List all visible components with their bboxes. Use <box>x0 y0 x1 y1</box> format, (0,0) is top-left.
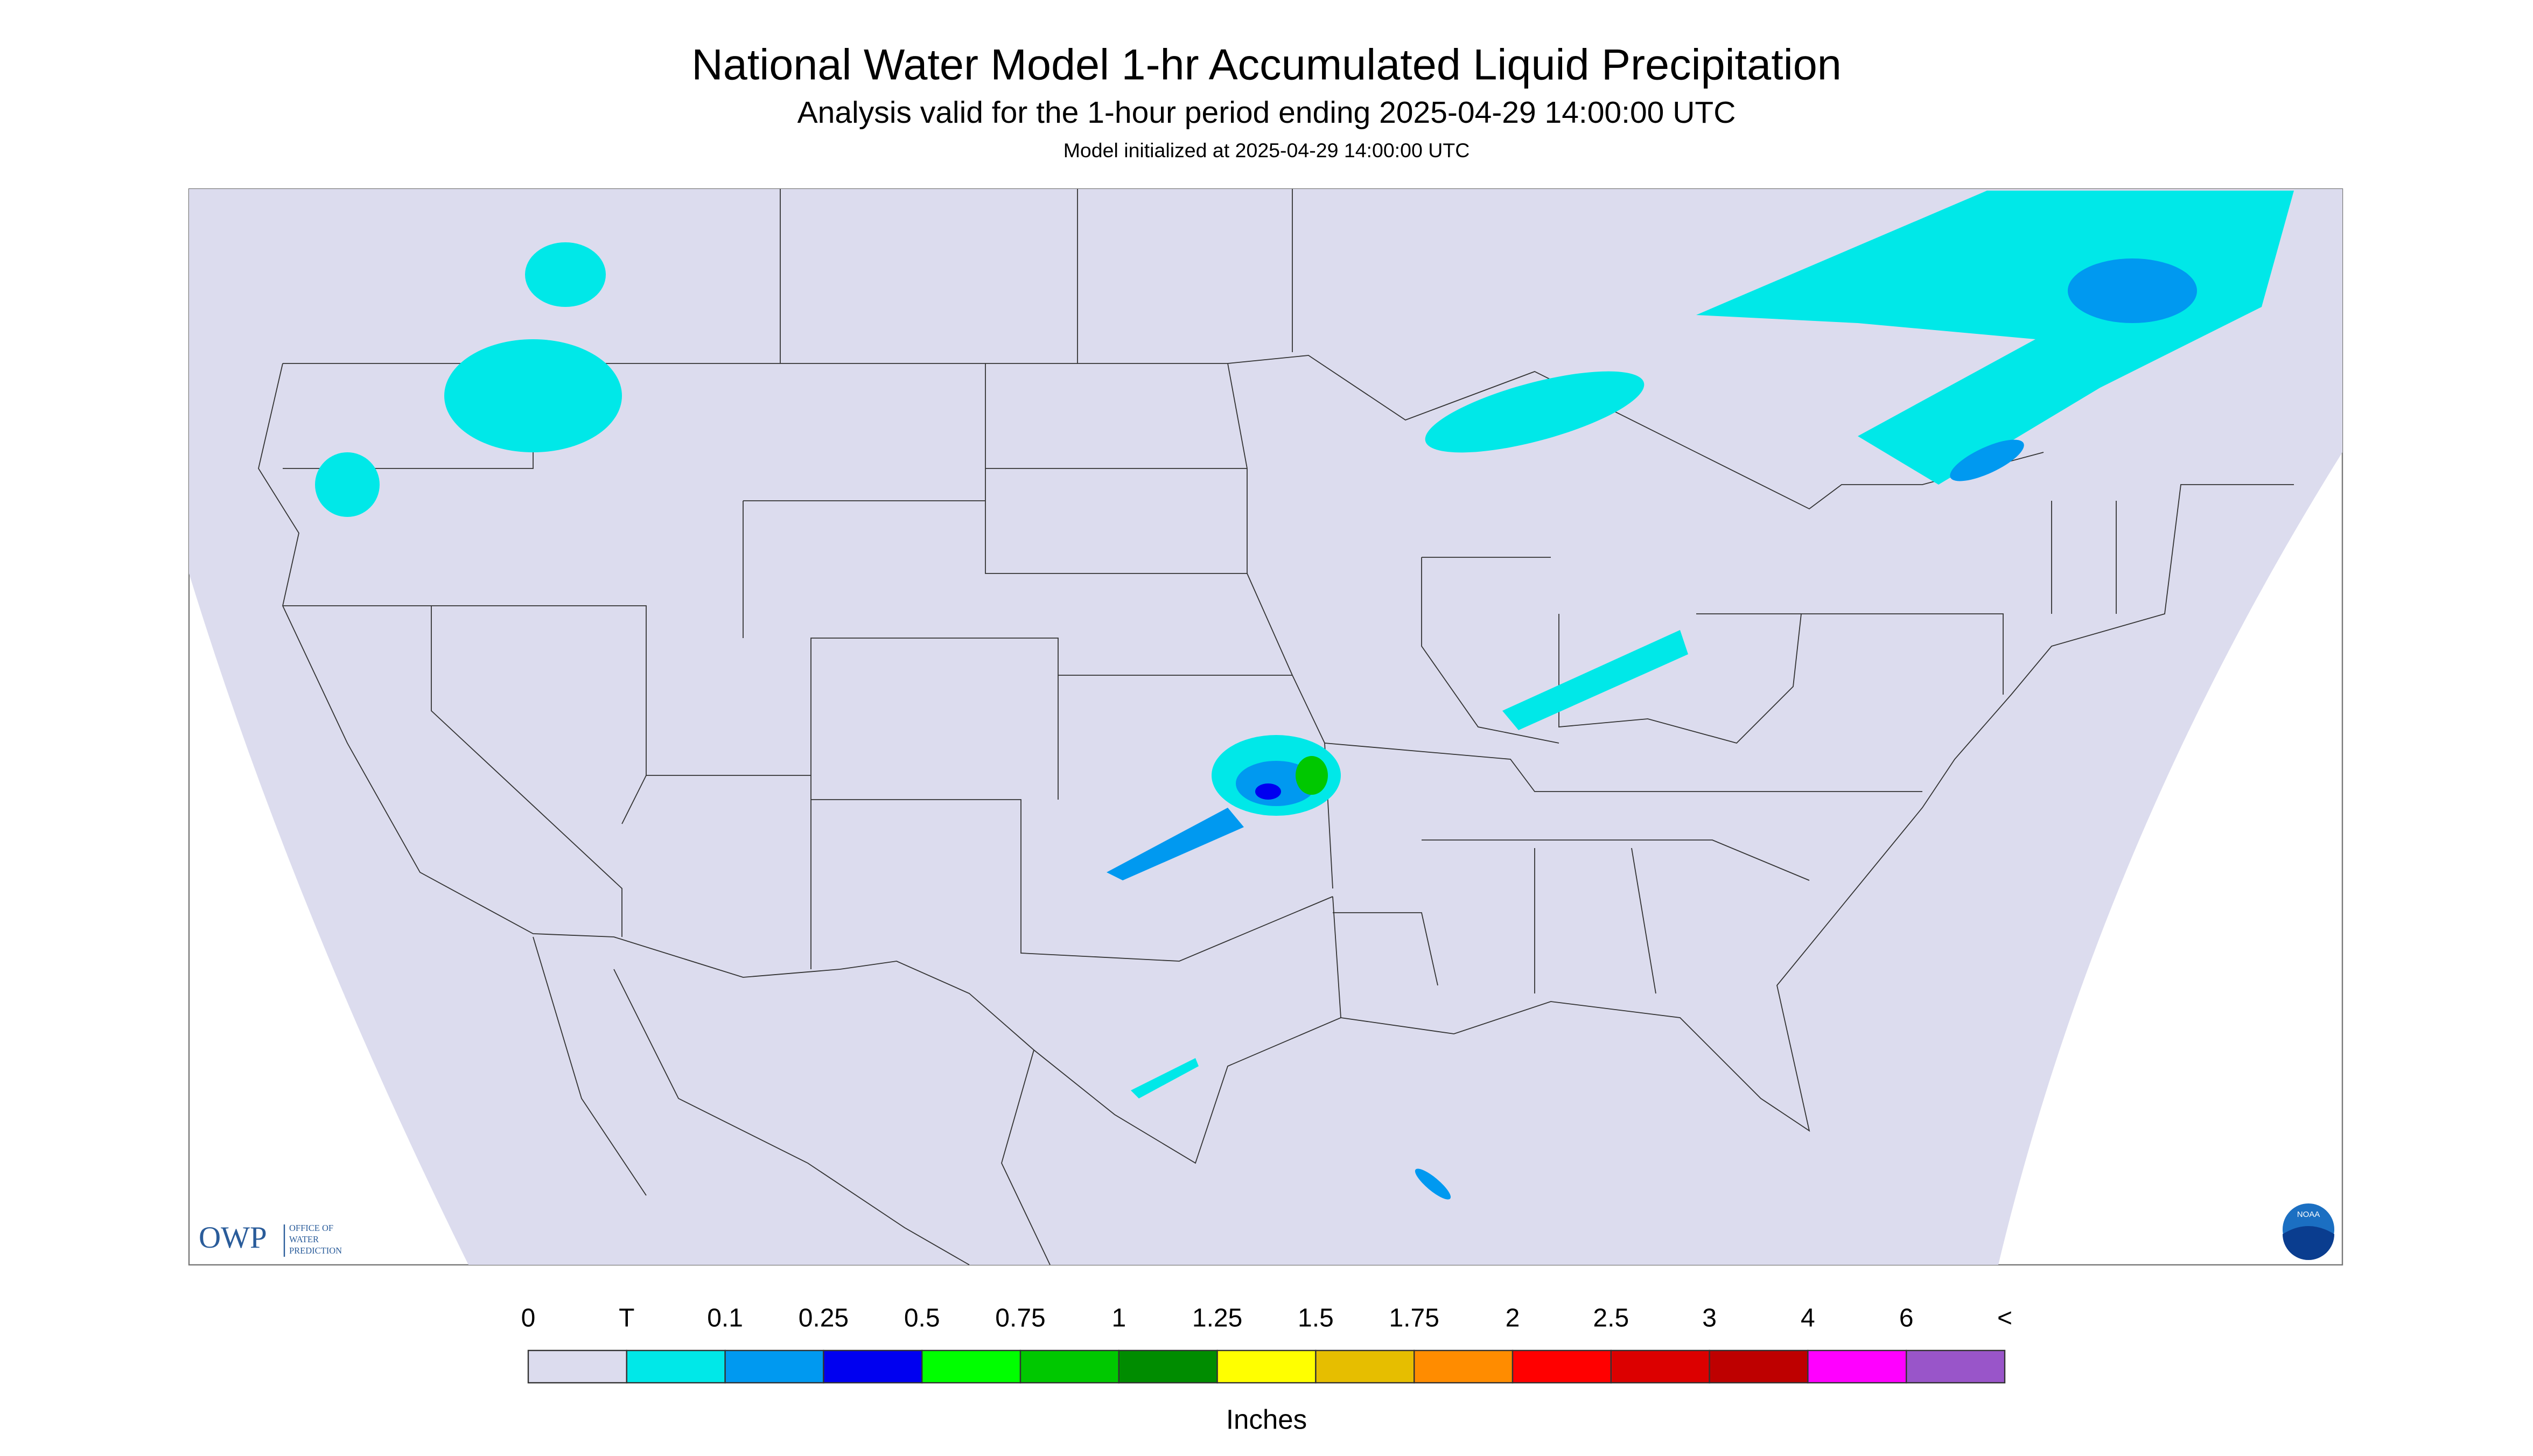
precipitation <box>315 191 2294 1200</box>
legend-label: 1 <box>1111 1304 1126 1333</box>
legend-swatch <box>1216 1349 1317 1384</box>
init-note: Model initialized at 2025-04-29 14:00:00… <box>1063 139 1470 162</box>
legend-label: 1.25 <box>1192 1304 1242 1333</box>
legend-swatch <box>527 1349 628 1384</box>
legend-swatch <box>1118 1349 1218 1384</box>
subtitle: Analysis valid for the 1-hour period end… <box>797 95 1736 130</box>
legend-swatch <box>626 1349 726 1384</box>
legend-swatch <box>921 1349 1021 1384</box>
legend-swatch <box>823 1349 923 1384</box>
legend-swatch <box>1709 1349 1809 1384</box>
legend-label: 1.5 <box>1298 1304 1334 1333</box>
owp-logo: OWP <box>199 1221 267 1255</box>
legend-units: Inches <box>1226 1404 1307 1434</box>
legend-label: 0.25 <box>799 1304 849 1333</box>
legend-label: 0 <box>521 1304 536 1333</box>
legend-swatch <box>724 1349 824 1384</box>
owp-logo-sub: WATER <box>289 1234 319 1244</box>
legend-label: 0.5 <box>904 1304 940 1333</box>
projection-area <box>189 189 2342 1265</box>
legend-swatch <box>1807 1349 1907 1384</box>
legend-label: 0.75 <box>995 1304 1045 1333</box>
legend-label: 2.5 <box>1593 1304 1629 1333</box>
noaa-logo-text: NOAA <box>2297 1210 2320 1219</box>
legend-swatch <box>1315 1349 1415 1384</box>
legend-swatch <box>1512 1349 1612 1384</box>
legend-label: 2 <box>1506 1304 1520 1333</box>
legend-swatch <box>1610 1349 1710 1384</box>
legend-swatch <box>1414 1349 1514 1384</box>
owp-logo-sub: PREDICTION <box>289 1245 342 1256</box>
title: National Water Model 1-hr Accumulated Li… <box>691 40 1842 89</box>
legend-label: 4 <box>1801 1304 1815 1333</box>
legend-swatch <box>1019 1349 1120 1384</box>
legend-label: 6 <box>1899 1304 1914 1333</box>
legend-label: 3 <box>1702 1304 1717 1333</box>
legend-swatch <box>1905 1349 2006 1384</box>
legend-label: 0.1 <box>707 1304 743 1333</box>
legend: 0 T 0.1 0.25 0.5 0.75 1 1.25 1.5 1.75 2 2.5 3 4 6 < <box>521 1304 2012 1384</box>
legend-label: 1.75 <box>1389 1304 1439 1333</box>
legend-label: < <box>1997 1304 2012 1333</box>
owp-logo-sub: OFFICE OF <box>289 1223 333 1233</box>
map: OWP OFFICE OF WATER PREDICTION NOAA <box>188 188 2343 1266</box>
legend-label: T <box>619 1304 634 1333</box>
